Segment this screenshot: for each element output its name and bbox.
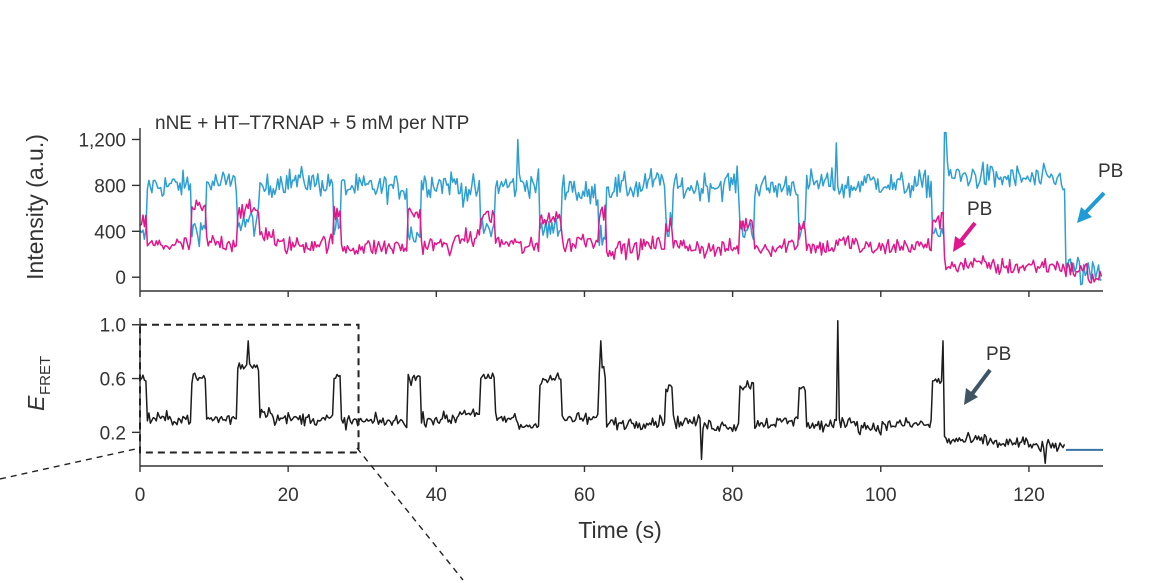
fret-xtick-label: 60: [574, 485, 595, 506]
donor-trace: [139, 131, 1102, 286]
intensity-y-ticks: 0 400 800 1,200: [78, 130, 140, 289]
time-axis-label: Time (s): [578, 517, 661, 543]
zoom-leader-left: [0, 447, 141, 480]
intensity-ytick-label: 0: [115, 268, 126, 289]
fret-xtick-label: 0: [135, 485, 146, 506]
fret-ytick-label: 0.2: [100, 423, 126, 444]
fret-xtick-label: 40: [426, 485, 447, 506]
intensity-traces: [139, 131, 1103, 286]
fret-ytick-label: 1.0: [100, 316, 126, 337]
pb-label-fret: PB: [986, 344, 1011, 365]
pb-arrow-fret: [964, 368, 992, 405]
condition-annotation: nNE + HT–T7RNAP + 5 mM per NTP: [155, 113, 469, 134]
pb-arrow-donor: [1077, 191, 1106, 223]
zoom-region-box: [139, 323, 360, 454]
fret-y-label-main: E: [23, 395, 49, 411]
fret-xtick-label: 120: [1013, 485, 1045, 506]
fret-traces: [139, 319, 1103, 465]
pb-label-acceptor: PB: [967, 199, 992, 220]
intensity-x-ticks: [139, 291, 1030, 297]
acceptor-trace: [139, 198, 1103, 284]
fret-ytick-label: 0.6: [100, 370, 126, 391]
intensity-ytick-label: 1,200: [78, 130, 126, 151]
intensity-ytick-label: 400: [94, 222, 126, 243]
intensity-panel: nNE + HT–T7RNAP + 5 mM per NTP 0 400 800 1,…: [22, 113, 1123, 297]
fret-xtick-label: 100: [865, 485, 897, 506]
fret-x-ticks: 0 20 40 60 80 100 120: [135, 466, 1045, 506]
fret-y-axis-label: E FRET: [23, 356, 54, 411]
pb-arrow-acceptor: [953, 221, 977, 252]
intensity-ytick-label: 800: [94, 176, 126, 197]
fret-trace: [139, 319, 1066, 465]
fret-xtick-label: 80: [722, 485, 743, 506]
fret-xtick-label: 20: [278, 485, 299, 506]
fret-panel: 0.2 0.6 1.0 0 20 40 60 80 100 120 Time (s) E FRE…: [0, 316, 1103, 581]
fret-y-label-sub: FRET: [37, 356, 54, 395]
fret-y-ticks: 0.2 0.6 1.0: [100, 316, 140, 444]
intensity-y-axis-label: Intensity (a.u.): [22, 134, 48, 280]
pb-label-donor: PB: [1098, 161, 1123, 182]
zoom-leader-right: [356, 447, 464, 581]
